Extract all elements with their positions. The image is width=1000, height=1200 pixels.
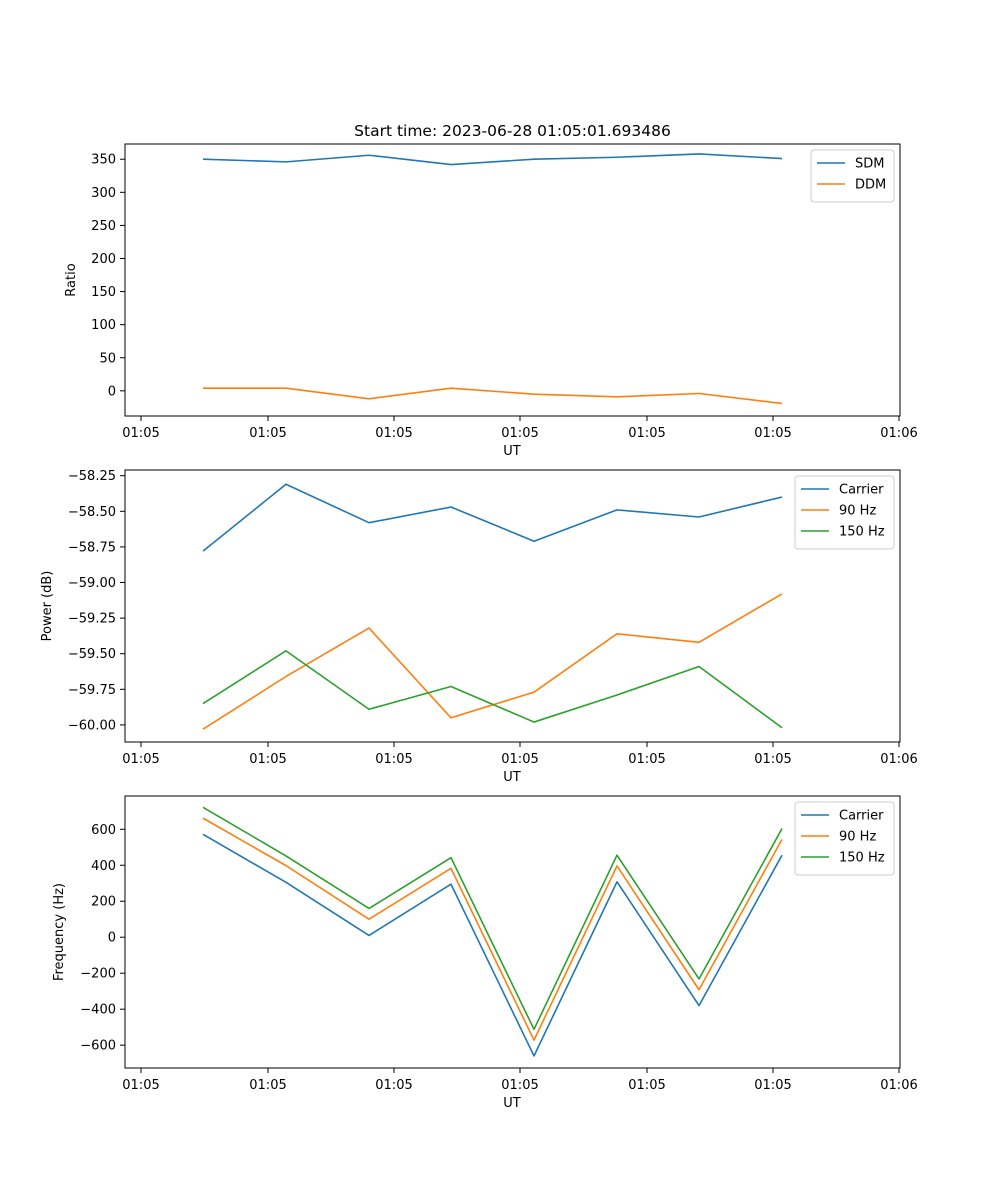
axes-frame (124, 143, 901, 417)
y-tick-label: 150 (91, 285, 116, 300)
x-tick-label: 01:05 (501, 426, 538, 441)
x-tick-label: 01:05 (375, 1078, 412, 1093)
y-tick-label: 0 (108, 931, 116, 946)
legend-label: DDM (855, 178, 886, 193)
legend-label: Carrier (839, 809, 884, 824)
y-tick-label: −58.75 (68, 540, 116, 555)
x-tick-label: 01:05 (122, 426, 159, 441)
chart-title: Start time: 2023-06-28 01:05:01.693486 (354, 122, 671, 140)
legend-label: 90 Hz (839, 504, 876, 519)
legend-label: Carrier (839, 483, 884, 498)
y-tick-label: 300 (91, 186, 116, 201)
legend: Carrier 90 Hz 150 Hz (794, 801, 895, 876)
y-tick-label: 200 (91, 895, 116, 910)
ratio-panel: 01:05 01:05 01:05 01:05 01:05 01:05 01:06 0 50 10… (64, 122, 918, 459)
legend-label: 150 Hz (839, 525, 885, 540)
x-tick-label: 01:05 (754, 426, 791, 441)
x-tick-label: 01:06 (880, 1078, 917, 1093)
y-tick-label: 600 (91, 823, 116, 838)
legend-label: 150 Hz (839, 851, 885, 866)
x-tick-label: 01:06 (880, 752, 917, 767)
y-tick-label: −59.25 (68, 612, 116, 627)
x-tick-label: 01:05 (122, 1078, 159, 1093)
y-tick-label: 0 (108, 384, 116, 399)
x-tick-label: 01:05 (628, 752, 665, 767)
x-tick-label: 01:05 (249, 1078, 286, 1093)
y-tick-label: 400 (91, 859, 116, 874)
chart-panels: 01:05 01:05 01:05 01:05 01:05 01:05 01:06 0 50 10… (40, 122, 918, 1111)
y-tick-label: −600 (80, 1039, 116, 1054)
y-tick-label: −59.75 (68, 683, 116, 698)
legend: Carrier 90 Hz 150 Hz (794, 475, 895, 550)
series-line-150-hz (202, 806, 783, 1031)
series-line-carrier (202, 483, 783, 552)
legend-label: SDM (855, 157, 884, 172)
x-tick-label: 01:05 (754, 752, 791, 767)
y-tick-label: −59.00 (68, 576, 116, 591)
y-tick-label: 350 (91, 153, 116, 168)
series-line-carrier (202, 833, 783, 1057)
x-tick-label: 01:05 (375, 426, 412, 441)
x-tick-label: 01:05 (501, 1078, 538, 1093)
x-tick-label: 01:05 (122, 752, 159, 767)
x-tick-label: 01:06 (880, 426, 917, 441)
series-line-sdm (202, 153, 783, 166)
x-tick-label: 01:05 (249, 752, 286, 767)
y-tick-label: −200 (80, 967, 116, 982)
x-tick-label: 01:05 (375, 752, 412, 767)
legend: SDM DDM (810, 149, 895, 203)
y-axis-label: Power (dB) (40, 571, 55, 642)
y-tick-label: 200 (91, 252, 116, 267)
frequency-panel: 01:05 01:05 01:05 01:05 01:05 01:05 01:06 −600 −… (52, 795, 918, 1111)
y-tick-label: 250 (91, 219, 116, 234)
y-axis-label: Ratio (64, 263, 79, 296)
y-tick-label: 100 (91, 318, 116, 333)
x-tick-label: 01:05 (754, 1078, 791, 1093)
x-tick-label: 01:05 (249, 426, 286, 441)
axes-frame (124, 795, 901, 1069)
y-tick-label: 50 (99, 351, 116, 366)
legend-label: 90 Hz (839, 830, 876, 845)
x-tick-label: 01:05 (628, 1078, 665, 1093)
x-axis-label: UT (503, 770, 521, 785)
x-tick-label: 01:05 (628, 426, 665, 441)
y-tick-label: −58.50 (68, 505, 116, 520)
y-tick-label: −59.50 (68, 647, 116, 662)
series-line-150-hz (202, 650, 783, 729)
power-panel: 01:05 01:05 01:05 01:05 01:05 01:05 01:06 −60.0… (40, 469, 918, 785)
y-axis-label: Frequency (Hz) (52, 883, 67, 981)
axes-frame (124, 469, 901, 743)
series-line-90-hz (202, 817, 783, 1041)
y-tick-label: −400 (80, 1003, 116, 1018)
x-axis-label: UT (503, 1096, 521, 1111)
y-tick-label: −60.00 (68, 718, 116, 733)
y-tick-label: −58.25 (68, 469, 116, 484)
x-tick-label: 01:05 (501, 752, 538, 767)
x-axis-label: UT (503, 444, 521, 459)
series-line-ddm (203, 387, 783, 405)
